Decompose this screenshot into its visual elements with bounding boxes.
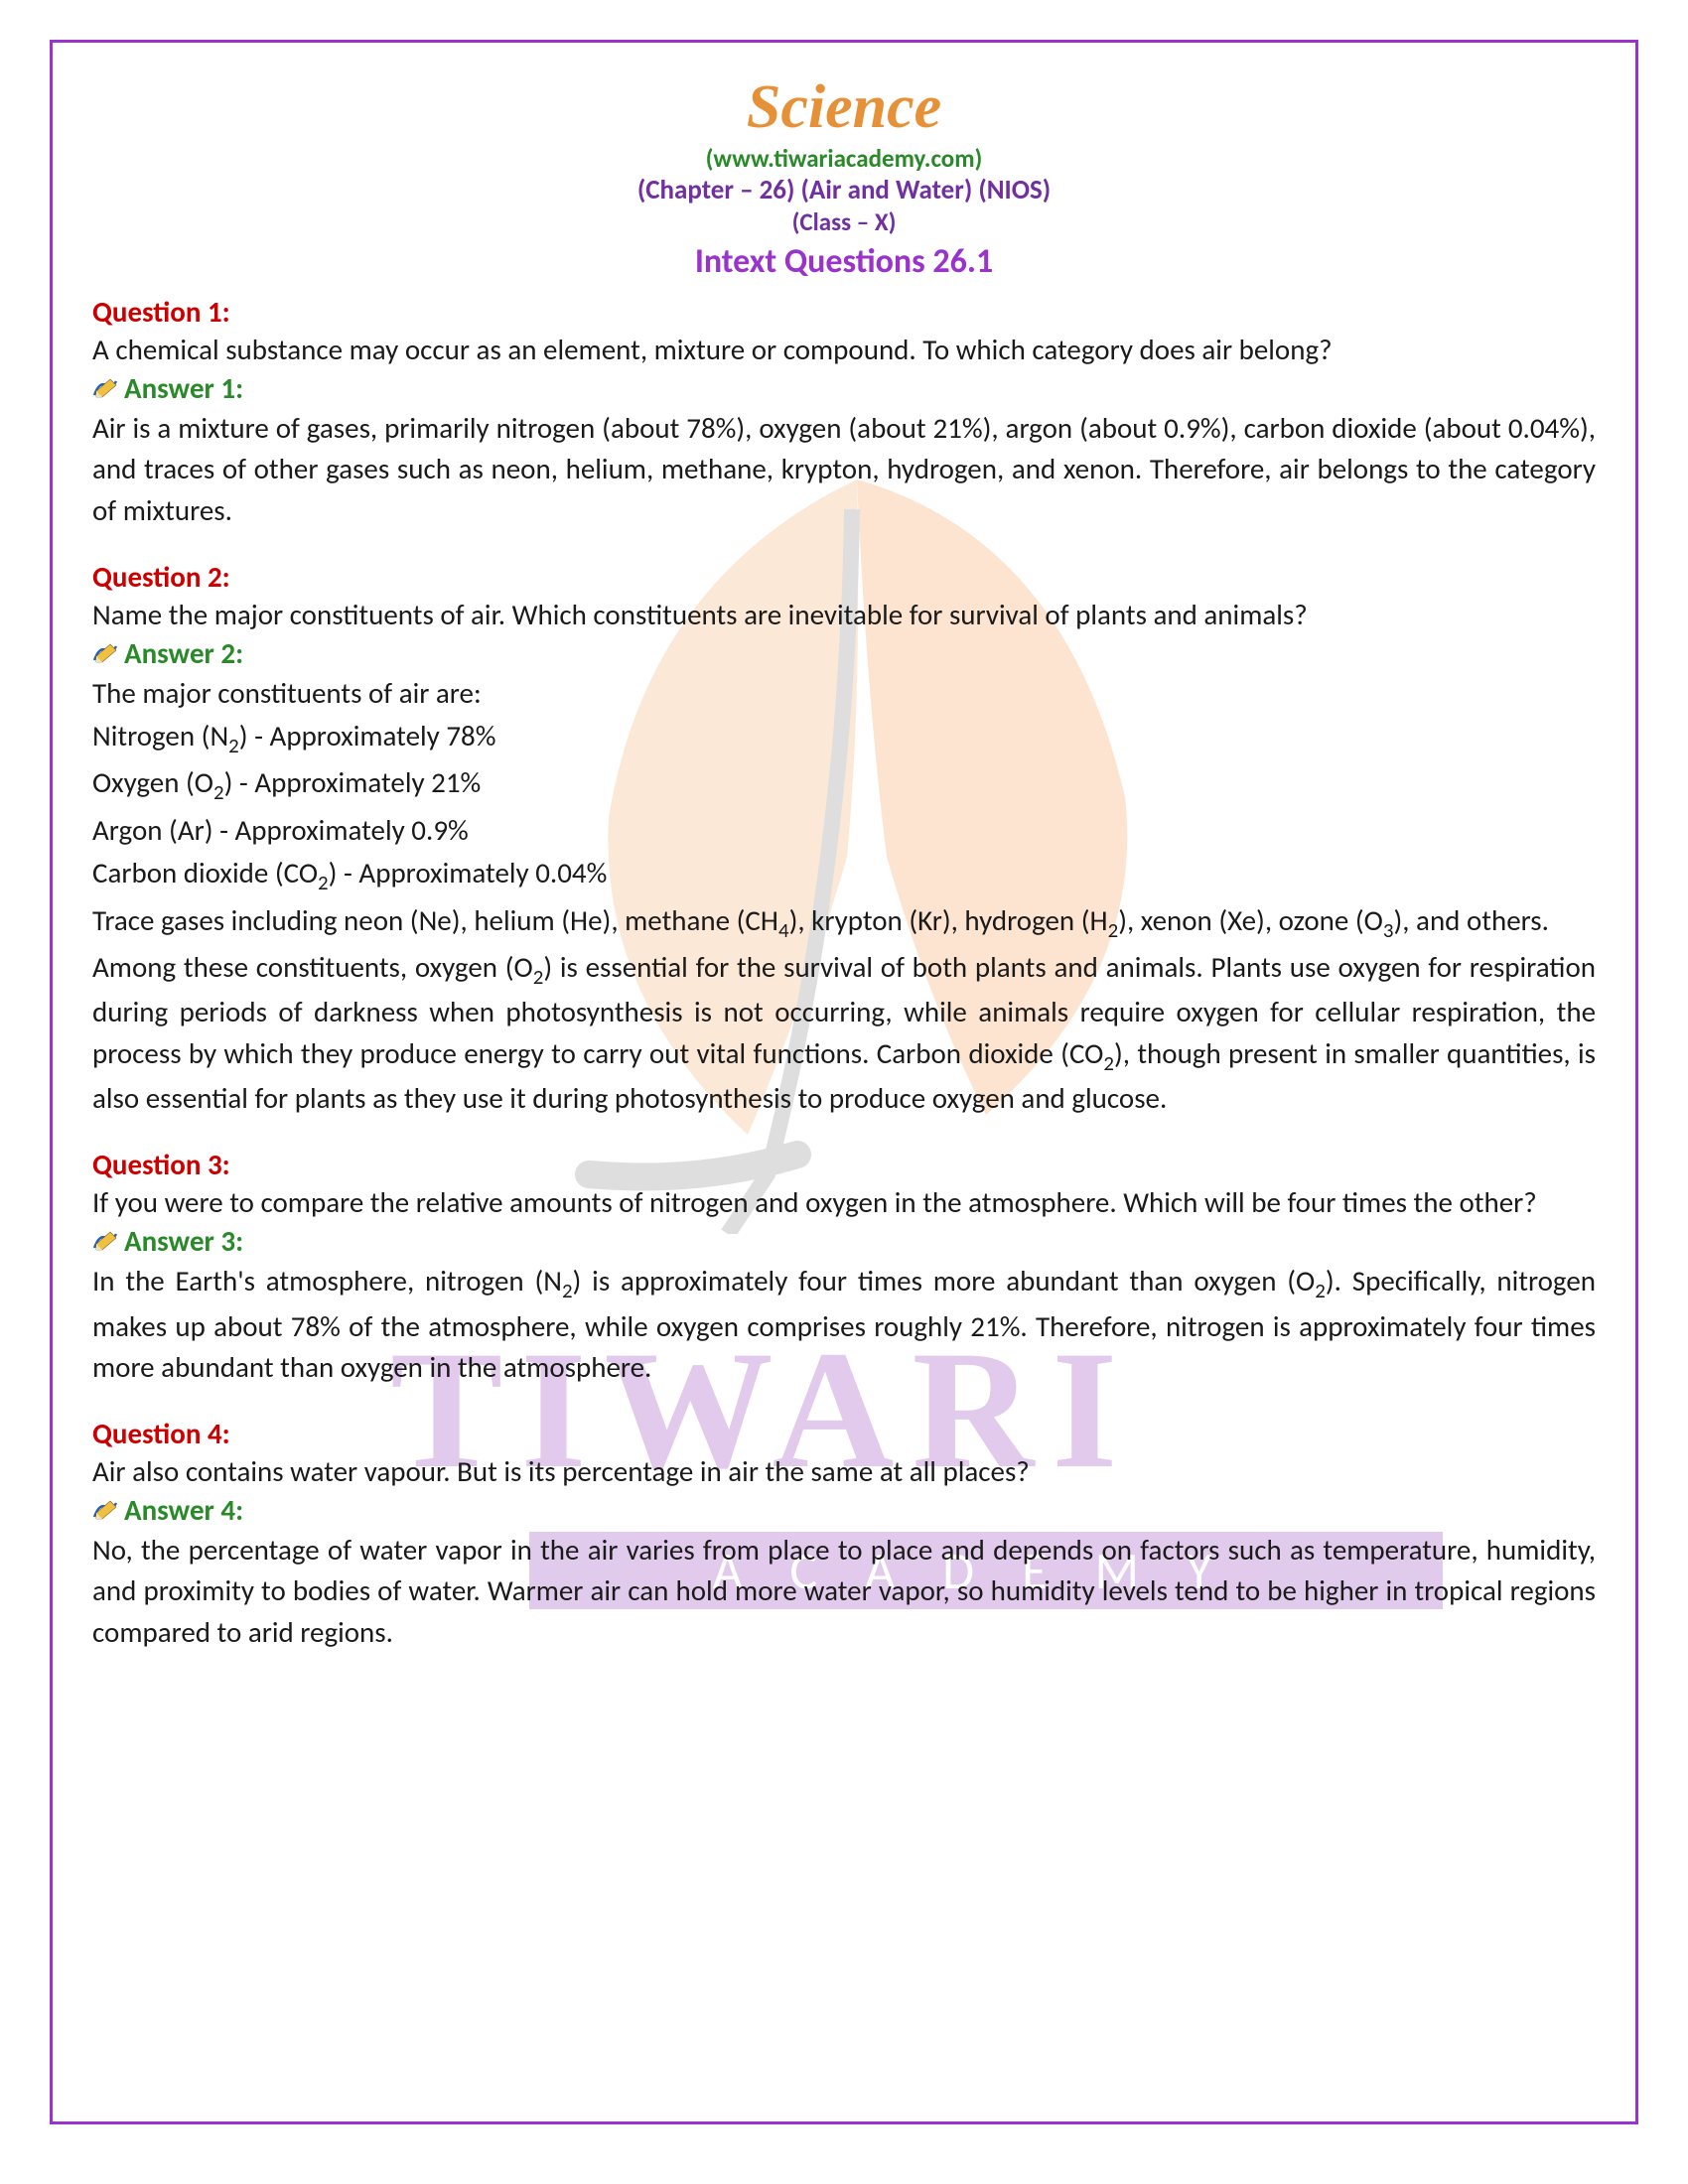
answer-text: Nitrogen (N2) - Approximately 78%	[92, 716, 1596, 760]
answer-text: Among these constituents, oxygen (O2) is…	[92, 947, 1596, 1119]
question-label: Question 2:	[92, 559, 1596, 595]
qa-container: Question 1:A chemical substance may occu…	[92, 294, 1596, 1653]
website-line: (www.tiwariacademy.com)	[92, 143, 1596, 174]
question-text: A chemical substance may occur as an ele…	[92, 330, 1596, 370]
qa-block: Question 3:If you were to compare the re…	[92, 1147, 1596, 1388]
content: Science (www.tiwariacademy.com) (Chapter…	[92, 72, 1596, 1653]
answer-text: Air is a mixture of gases, primarily nit…	[92, 408, 1596, 531]
page-title: Science	[92, 72, 1596, 143]
question-text: If you were to compare the relative amou…	[92, 1182, 1596, 1223]
question-text: Name the major constituents of air. Whic…	[92, 595, 1596, 635]
answer-label: Answer 1:	[92, 370, 1596, 406]
qa-block: Question 4:Air also contains water vapou…	[92, 1416, 1596, 1653]
qa-block: Question 1:A chemical substance may occu…	[92, 294, 1596, 531]
question-label: Question 1:	[92, 294, 1596, 330]
answer-text: No, the percentage of water vapor in the…	[92, 1530, 1596, 1653]
answer-label: Answer 3:	[92, 1223, 1596, 1259]
class-line: (Class – X)	[92, 206, 1596, 237]
question-label: Question 3:	[92, 1147, 1596, 1182]
pencil-icon	[92, 1230, 118, 1252]
answer-text: In the Earth's atmosphere, nitrogen (N2)…	[92, 1261, 1596, 1388]
answer-text: Carbon dioxide (CO2) - Approximately 0.0…	[92, 853, 1596, 897]
answer-label: Answer 2:	[92, 635, 1596, 671]
qa-block: Question 2:Name the major constituents o…	[92, 559, 1596, 1119]
answer-text: The major constituents of air are:	[92, 673, 1596, 714]
question-text: Air also contains water vapour. But is i…	[92, 1451, 1596, 1492]
section-title: Intext Questions 26.1	[92, 241, 1596, 282]
question-label: Question 4:	[92, 1416, 1596, 1451]
answer-text: Oxygen (O2) - Approximately 21%	[92, 762, 1596, 807]
answer-label: Answer 4:	[92, 1492, 1596, 1528]
page-border: TIWARI ACADEMY Science (www.tiwariacadem…	[50, 40, 1638, 2124]
pencil-icon	[92, 377, 118, 399]
answer-text: Trace gases including neon (Ne), helium …	[92, 900, 1596, 945]
answer-text: Argon (Ar) - Approximately 0.9%	[92, 810, 1596, 851]
pencil-icon	[92, 642, 118, 664]
chapter-line: (Chapter – 26) (Air and Water) (NIOS)	[92, 174, 1596, 206]
pencil-icon	[92, 1499, 118, 1521]
